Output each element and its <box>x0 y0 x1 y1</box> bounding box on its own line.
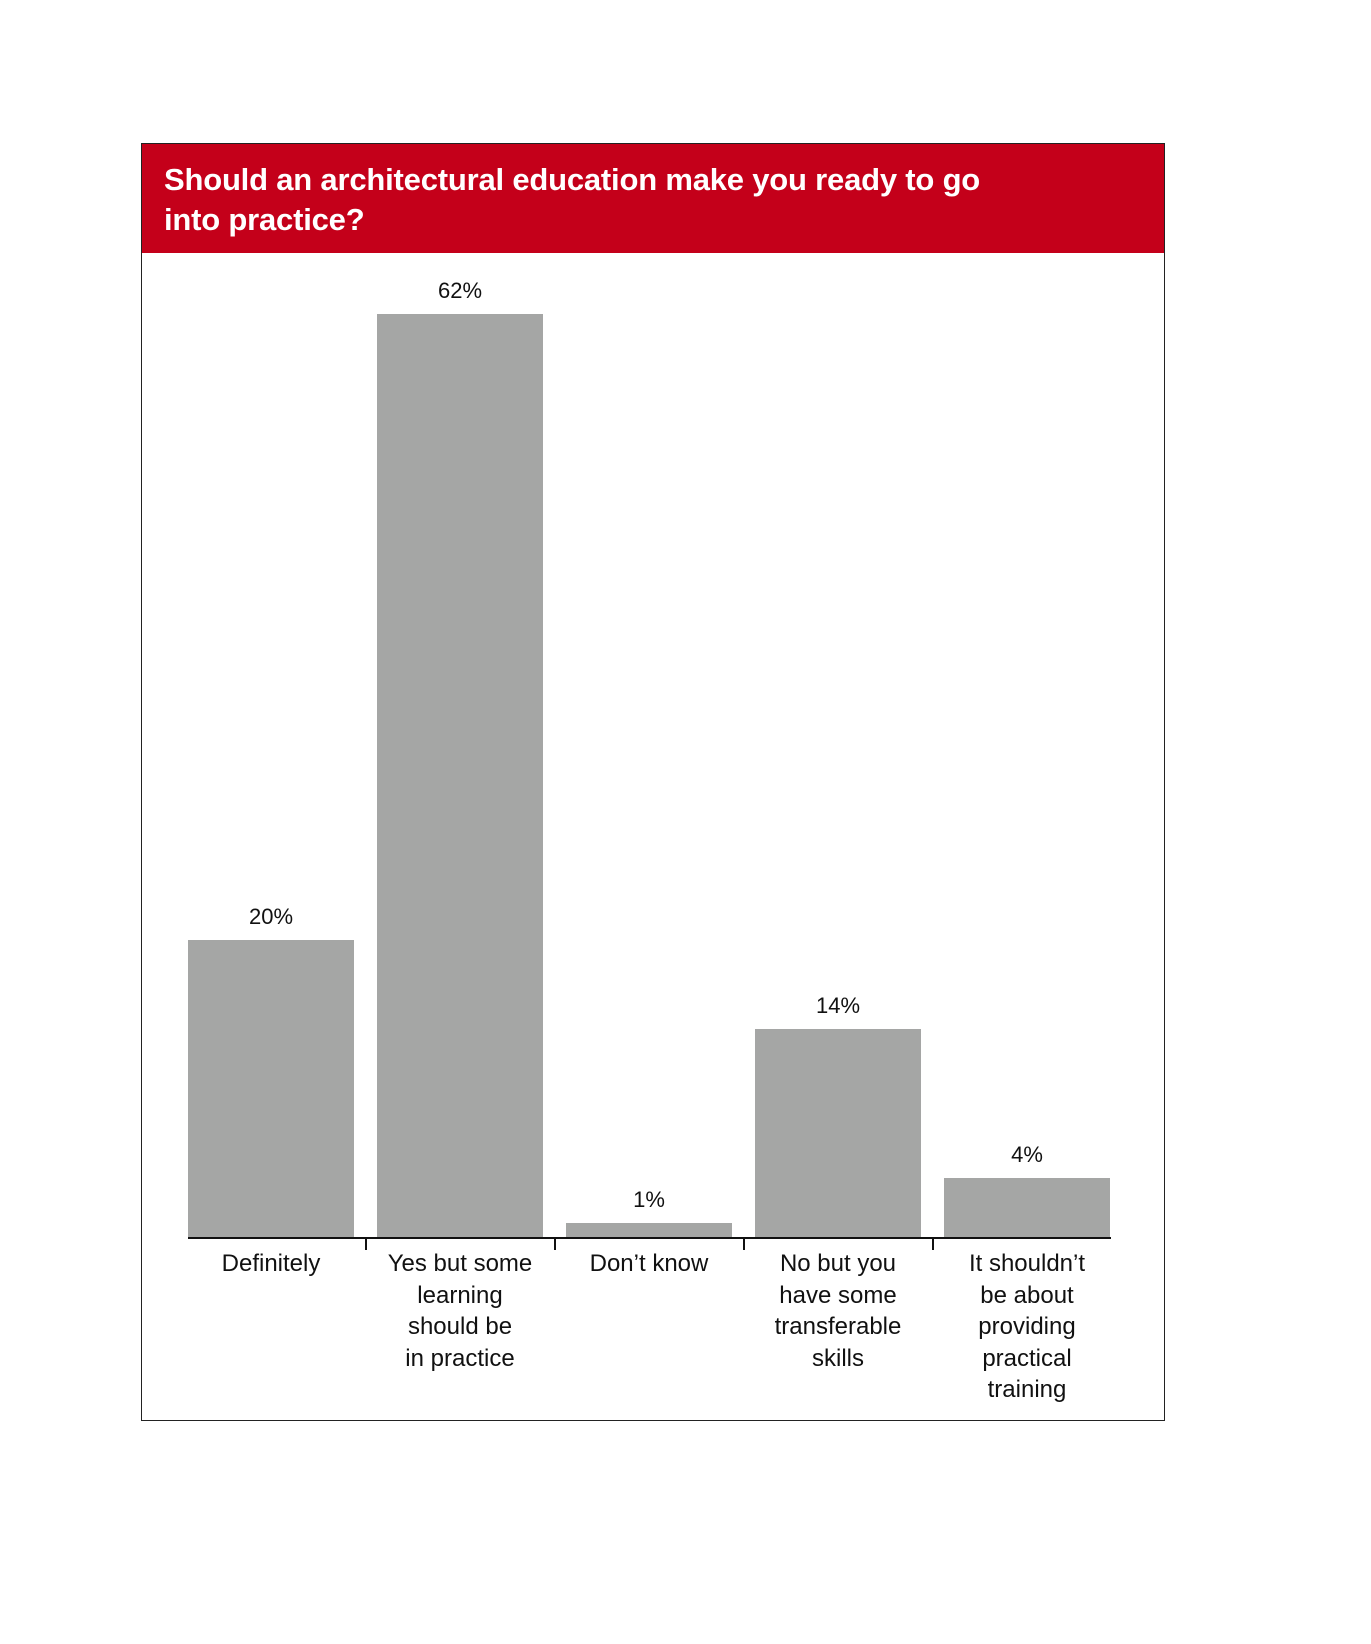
category-label: Yes but some learning should be in practice <box>365 1248 555 1374</box>
bar-value-label: 14% <box>815 993 861 1019</box>
category-label: No but you have some transferable skills <box>743 1248 933 1374</box>
category-label-line: should be <box>407 1313 513 1340</box>
category-label-line: transferable <box>774 1313 902 1340</box>
bar <box>944 1178 1110 1238</box>
category-label-line: learning <box>417 1281 503 1309</box>
bar <box>188 939 354 1238</box>
x-axis-line <box>188 1237 1111 1239</box>
bar-value-label: 62% <box>437 278 483 303</box>
chart-title-line-2: into practice? <box>164 202 365 237</box>
bar-value-label: 4% <box>1011 1142 1043 1168</box>
category-label-line: Don’t know <box>589 1250 709 1277</box>
chart-frame: Should an architectural education make y… <box>141 143 1165 1421</box>
bar <box>566 1223 732 1238</box>
category-label-line: have some <box>779 1281 897 1309</box>
category-label-line: practical <box>982 1344 1072 1372</box>
axis-tick <box>743 1238 745 1250</box>
axis-tick <box>932 1238 934 1250</box>
category-label: Don’t know <box>554 1248 744 1280</box>
bar <box>755 1029 921 1238</box>
category-label: Definitely <box>176 1248 366 1280</box>
category-label-line: be about <box>980 1281 1074 1309</box>
category-label-line: Yes but some <box>387 1250 533 1277</box>
category-label-line: It shouldn’t <box>968 1250 1086 1277</box>
category-label-line: training <box>987 1376 1067 1403</box>
bar-value-label: 20% <box>248 903 294 929</box>
bar-value-label: 1% <box>633 1187 665 1213</box>
chart-title-line-1: Should an architectural education make y… <box>164 162 981 197</box>
plot-area: 20% Definitely 62% Yes but some learning shou… <box>142 144 1164 1420</box>
axis-tick <box>554 1238 556 1250</box>
category-label-line: in practice <box>405 1344 515 1372</box>
category-label-line: No but you <box>779 1250 897 1277</box>
axis-tick <box>365 1238 367 1250</box>
category-label-line: Definitely <box>221 1250 321 1277</box>
category-label-line: providing <box>978 1313 1076 1340</box>
bar <box>377 314 543 1238</box>
chart-title-banner: Should an architectural education make y… <box>142 144 1164 253</box>
category-label: It shouldn’t be about providing practical tr… <box>932 1248 1122 1406</box>
category-label-line: skills <box>812 1344 864 1372</box>
